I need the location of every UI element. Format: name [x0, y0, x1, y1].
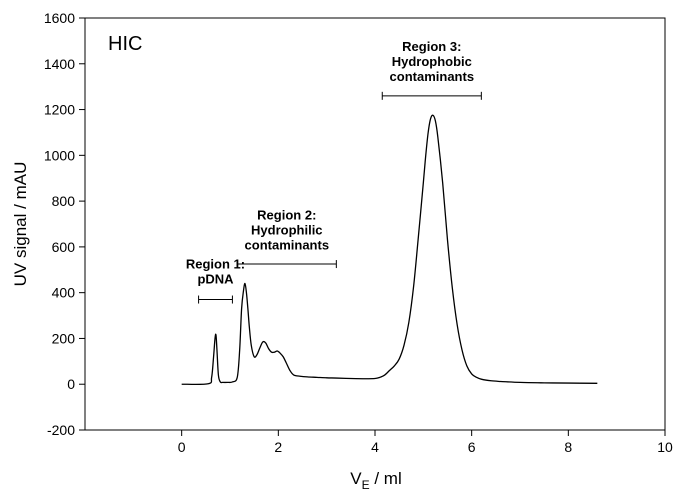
chromatogram-trace — [181, 114, 598, 386]
y-tick-label: 800 — [52, 193, 76, 209]
y-tick-label: 1200 — [44, 102, 75, 118]
y-tick-label: 200 — [52, 330, 76, 346]
y-tick-label: 1400 — [44, 56, 75, 72]
x-tick-label: 8 — [564, 439, 572, 455]
region-3-label: Region 3: — [402, 39, 461, 54]
x-axis-title: VE / ml — [350, 469, 401, 491]
region-3-label: Hydrophobic — [392, 54, 472, 69]
y-tick-label: -200 — [47, 422, 75, 438]
x-tick-label: 6 — [468, 439, 476, 455]
x-tick-label: 4 — [371, 439, 379, 455]
x-tick-label: 0 — [178, 439, 186, 455]
x-tick-label: 10 — [657, 439, 673, 455]
x-tick-label: 2 — [274, 439, 282, 455]
y-tick-label: 400 — [52, 285, 76, 301]
region-2-label: Region 2: — [257, 207, 316, 222]
x-axis-title-suffix: / ml — [370, 469, 402, 488]
y-tick-label: 1000 — [44, 147, 75, 163]
plot-frame — [84, 17, 666, 431]
x-axis-title-main: V — [350, 469, 362, 488]
panel-label: HIC — [108, 33, 142, 55]
region-1-label: pDNA — [197, 272, 234, 287]
region-3-label: contaminants — [390, 69, 475, 84]
region-2-label: Hydrophilic — [251, 222, 323, 237]
region-2-label: contaminants — [245, 237, 330, 252]
y-tick-label: 1600 — [44, 10, 75, 26]
y-axis-title: UV signal / mAU — [11, 162, 30, 287]
y-tick-label: 0 — [67, 376, 75, 392]
x-axis-ticks: 0 2 4 6 8 10 — [178, 430, 673, 455]
region-1-annotation: Region 1:pDNA — [186, 257, 245, 304]
y-axis-ticks: -200 0 200 400 600 800 1000 1200 1400 1600 — [44, 10, 85, 438]
y-tick-label: 600 — [52, 239, 76, 255]
x-axis-title-subscript: E — [362, 478, 370, 491]
region-1-label: Region 1: — [186, 257, 245, 272]
